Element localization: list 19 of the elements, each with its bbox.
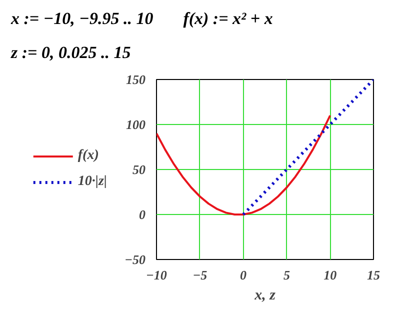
legend-label: f(x) bbox=[78, 148, 99, 164]
y-tick-label: 100 bbox=[126, 116, 146, 132]
legend-label: 10·|z| bbox=[78, 174, 107, 190]
y-tick-label: −50 bbox=[124, 252, 146, 267]
text: x := −10, −9.95 .. 10 bbox=[11, 8, 154, 30]
x-tick-label: 15 bbox=[367, 267, 380, 282]
x-tick-label: 5 bbox=[283, 267, 290, 282]
y-tick-label: 50 bbox=[132, 162, 146, 177]
x-tick-label: −10 bbox=[146, 267, 168, 282]
x-tick-label: 0 bbox=[240, 267, 248, 282]
y-tick-label: 150 bbox=[126, 72, 146, 87]
line-series bbox=[156, 114, 332, 216]
x-tick-label: 10 bbox=[324, 267, 338, 282]
text: z := 0, 0.025 .. 15 bbox=[11, 42, 131, 64]
x-tick-label: −5 bbox=[192, 267, 208, 282]
x-axis-title: x, z bbox=[254, 287, 276, 304]
y-tick-label: 0 bbox=[139, 206, 146, 222]
line-series bbox=[242, 79, 374, 216]
text: f(x) := x² + x bbox=[183, 8, 273, 30]
